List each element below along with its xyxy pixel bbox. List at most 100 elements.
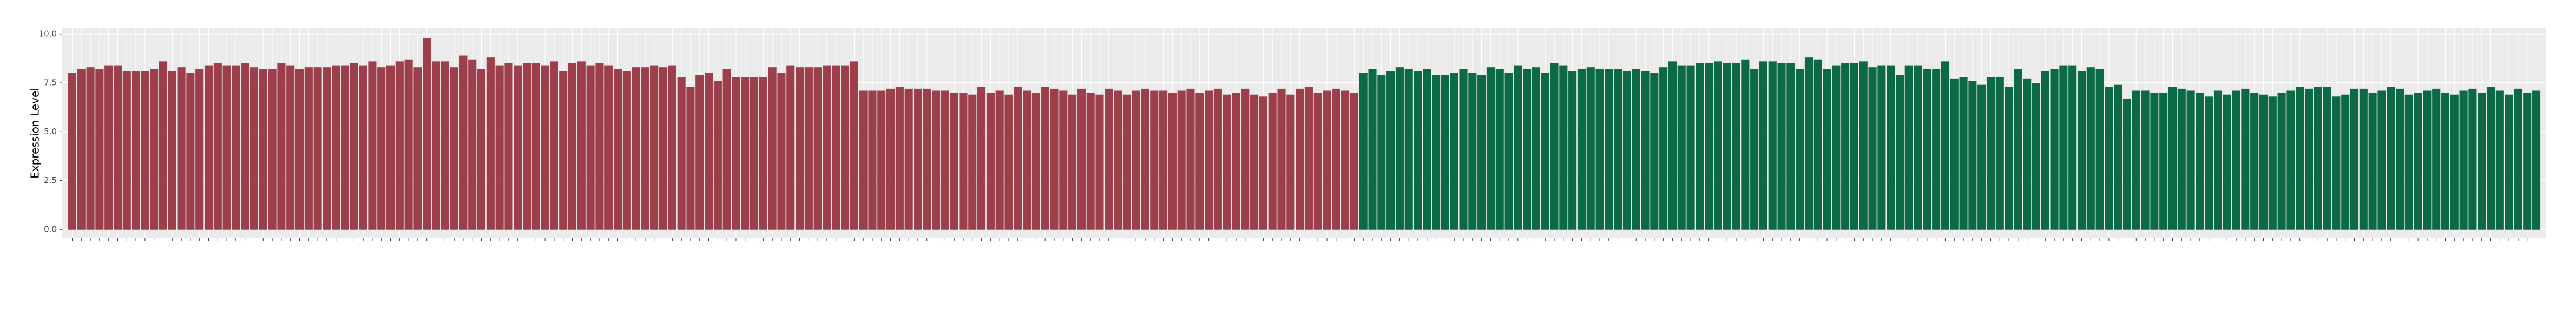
bar [750,77,759,230]
bar [2450,94,2459,230]
bar [1122,94,1131,230]
bar [1041,87,1049,230]
bar [1495,69,1504,230]
bar [1659,67,1668,230]
bar [550,61,558,230]
bar [1377,75,1386,230]
bar [2523,93,2532,230]
bar [1014,87,1022,230]
bar [2423,90,2432,230]
bar [2259,94,2268,230]
bar [514,65,522,230]
bar [2332,96,2341,230]
bar [541,65,549,230]
bar [2086,67,2095,230]
bar [304,67,313,230]
bar [1086,93,1095,230]
bar [1923,69,1931,230]
bar [1313,93,1322,230]
bar [668,65,676,230]
bar [686,87,695,230]
bar [1268,93,1277,230]
bar [695,75,704,230]
bar [1168,93,1177,230]
bar [840,65,850,230]
bar [713,81,722,230]
bar [2205,96,2213,230]
bar [1441,75,1449,230]
bar [177,67,186,230]
bar [923,88,931,230]
bar [1259,96,1267,230]
bar [413,67,422,230]
bar [2005,87,2013,230]
bar [313,67,322,230]
bar [2213,90,2223,230]
bar [159,61,168,230]
bar [1950,78,1959,230]
bar [1432,75,1441,230]
bar [2068,65,2077,230]
bar [986,93,995,230]
bar [232,65,240,230]
bar [1995,77,2004,230]
bar [1813,59,1822,230]
bar [877,90,886,230]
bar [222,65,231,230]
bar [1750,69,1759,230]
bar [1559,65,1568,230]
bar [2395,88,2404,230]
bar [2050,69,2059,230]
bar [2168,87,2177,230]
bar [1868,67,1877,230]
bar [77,69,86,230]
bar [1877,65,1886,230]
bar [2023,78,2032,230]
bar [950,93,958,230]
bar [1759,61,1768,230]
bar [941,90,949,230]
bar [1632,69,1640,230]
bar [395,61,404,230]
bar [241,63,249,230]
bar [1696,63,1704,230]
bar [2459,90,2468,230]
bar [2286,90,2295,230]
bar [213,63,222,230]
bar [2041,71,2049,230]
bar [2196,93,2204,230]
bar [2077,71,2086,230]
bar [1386,71,1395,230]
bar [1895,75,1904,230]
bar [2122,98,2132,230]
bar [459,55,468,230]
bar [559,71,568,230]
bar [586,65,595,230]
bar [2478,93,2486,230]
bar [2250,93,2259,230]
bar [1504,73,1513,230]
bar [404,59,413,230]
bar [1350,93,1358,230]
bar [2514,88,2522,230]
bar [1641,71,1650,230]
bar [1686,65,1695,230]
bar [277,63,286,230]
bar [1077,88,1086,230]
bar [1159,90,1168,230]
bar [2186,90,2195,230]
bar [1577,69,1586,230]
bar [450,67,458,230]
bar [259,69,267,230]
bar [1114,90,1122,230]
bar [859,90,868,230]
bar [531,63,540,230]
bar [1368,69,1377,230]
bar [1586,67,1595,230]
bar [1205,90,1213,230]
bar [1914,65,1922,230]
bar [804,67,813,230]
bar [1477,75,1486,230]
bar [495,65,504,230]
bar [2159,93,2168,230]
